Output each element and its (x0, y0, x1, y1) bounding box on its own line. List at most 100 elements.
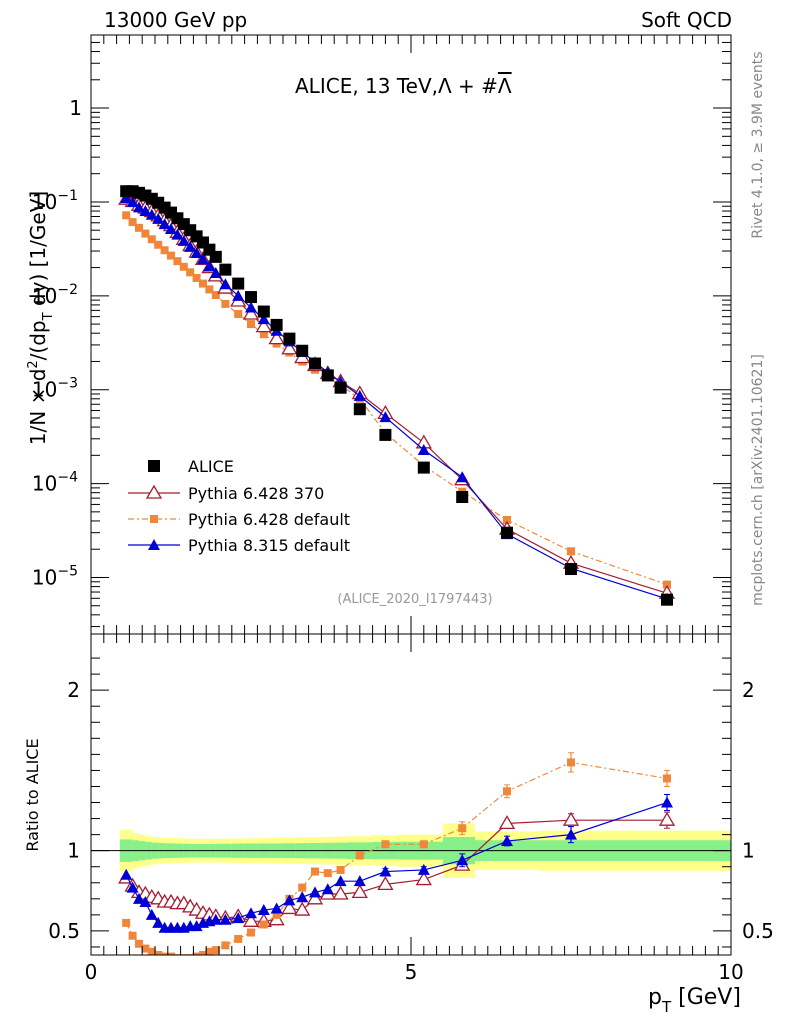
ratio-y-tick-label: 1 (67, 839, 80, 863)
svg-text:1/N × d2/(dpT dy) [1/GeV]: 1/N × d2/(dpT dy) [1/GeV] (26, 191, 56, 445)
data-point (171, 228, 184, 240)
ratio-point (167, 952, 175, 955)
data-point (501, 526, 513, 539)
ratio-point (270, 902, 283, 914)
data-point (141, 229, 150, 238)
ratio-point (259, 920, 268, 929)
data-point (199, 279, 207, 288)
data-point (242, 305, 260, 320)
data-point (309, 357, 321, 370)
ratio-point (567, 758, 575, 767)
ratio-point (221, 941, 230, 950)
main-x-ticks (90, 35, 732, 634)
x-axis-label: pT [GeV] (648, 985, 741, 1016)
data-point (247, 320, 255, 329)
legend-label: Pythia 6.428 default (188, 510, 350, 529)
main-series (118, 185, 676, 606)
data-point (321, 369, 334, 382)
ratio-point (257, 904, 270, 916)
data-point (663, 580, 671, 589)
ratio-point (232, 912, 245, 924)
ratio-point (152, 916, 165, 928)
ratio-point (281, 900, 298, 915)
ratio-point (417, 863, 430, 875)
ratio-point (379, 865, 392, 877)
legend-label: ALICE (188, 457, 234, 476)
data-point (245, 291, 257, 304)
data-point (133, 201, 145, 213)
mcplots-label: mcplots.cern.ch [arXiv:2401.10621] (750, 354, 766, 606)
ratio-point (419, 840, 428, 849)
data-point (268, 330, 285, 345)
data-point (154, 240, 163, 249)
series-alice (120, 185, 673, 606)
x-tick-label: 10 (718, 960, 743, 984)
ratio-series-pythia-6-428-default (122, 752, 671, 955)
data-point (283, 332, 296, 345)
ratio-point (145, 908, 158, 920)
ratio-point (503, 787, 511, 796)
ratio-point (135, 939, 143, 948)
data-point (160, 246, 169, 255)
ratio-y-tick-label: 0.5 (48, 919, 80, 943)
ratio-y-tick-label-right: 0.5 (742, 919, 774, 943)
data-point (379, 411, 392, 423)
ratio-point (211, 946, 220, 955)
data-point (126, 195, 139, 207)
ratio-point (139, 896, 152, 908)
data-point (334, 381, 347, 394)
ratio-point (192, 952, 201, 955)
analysis-watermark: (ALICE_2020_I1797443) (337, 592, 492, 607)
legend-marker (148, 539, 160, 550)
ratio-point (415, 871, 432, 886)
data-point (209, 250, 222, 263)
legend-marker (145, 484, 163, 499)
ratio-point (321, 883, 334, 895)
ratio-point (209, 913, 222, 925)
data-point (296, 344, 309, 357)
y-tick-label: 10−3 (32, 376, 78, 402)
data-point (221, 299, 230, 308)
data-point (122, 211, 131, 220)
ratio-point (199, 951, 207, 955)
ratio-point (205, 947, 214, 955)
data-point (353, 389, 366, 401)
data-point (219, 278, 232, 290)
data-point (190, 246, 203, 258)
ratio-series-pythia-8-315-default (120, 794, 673, 933)
data-point (219, 263, 232, 276)
data-point (232, 289, 245, 301)
ratio-point (128, 931, 137, 940)
data-point (165, 222, 177, 234)
main-y-axis: 10−5 10−4 10−3 10−2 10−1 1 (32, 34, 731, 628)
ratio-point (381, 840, 390, 849)
ratio-point (565, 828, 577, 840)
data-point (417, 443, 430, 455)
ratio-y-tick-label-right: 2 (742, 678, 755, 702)
data-point (255, 318, 272, 333)
ratio-point (242, 913, 260, 927)
data-point (192, 273, 201, 282)
data-point (417, 461, 430, 474)
data-point (565, 563, 577, 576)
y-tick-label: 1 (69, 96, 82, 120)
ratio-point (501, 835, 513, 847)
legend-entry: ALICE (148, 457, 234, 476)
data-point (257, 313, 270, 325)
data-point (147, 235, 156, 244)
ratio-point (562, 811, 580, 826)
ratio-point (120, 868, 133, 880)
ratio-point (294, 901, 311, 916)
ratio-line (125, 761, 668, 955)
ratio-point (133, 892, 145, 904)
data-point (567, 547, 575, 556)
header-left: 13000 GeV pp (104, 8, 247, 32)
data-point (281, 340, 298, 355)
ratio-y-label: Ratio to ALICE (23, 738, 42, 851)
legend-entry: Pythia 8.315 default (128, 536, 350, 555)
data-point (167, 251, 175, 260)
data-point (234, 310, 243, 319)
data-point (259, 330, 268, 339)
data-point (152, 212, 165, 224)
ratio-point (355, 851, 364, 860)
